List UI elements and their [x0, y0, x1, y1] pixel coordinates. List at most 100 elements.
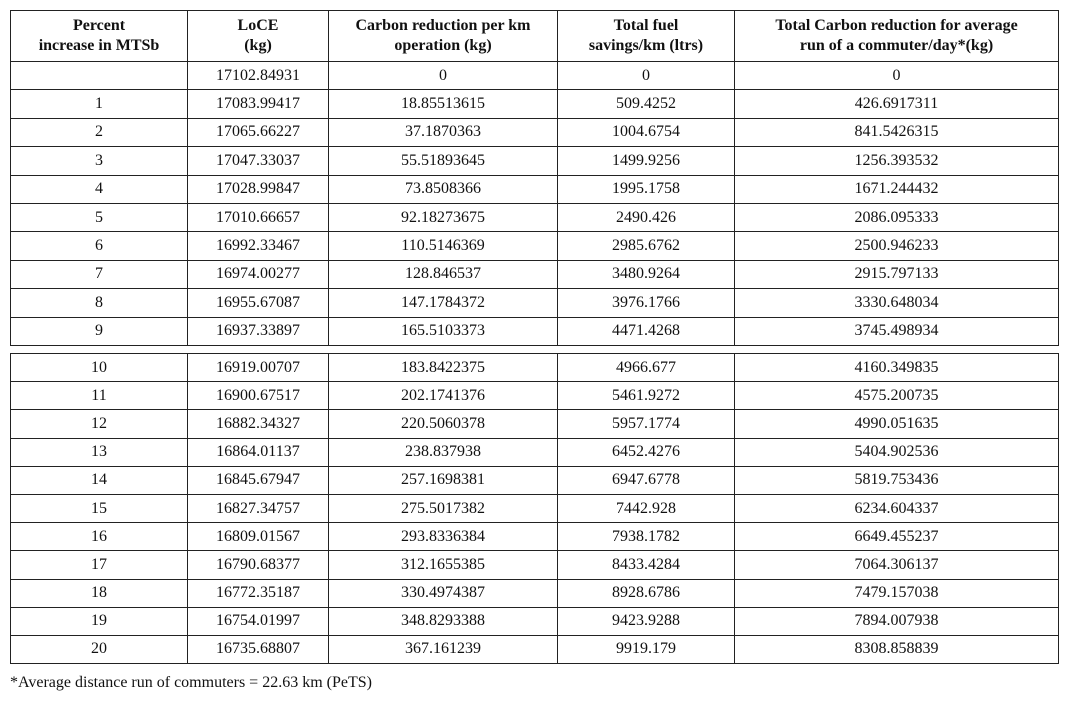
header-total-fuel-savings: Total fuel savings/km (ltrs) — [557, 10, 735, 62]
carbon-per-km-cell: 312.1655385 — [328, 550, 558, 580]
table-row: 19 16754.01997 348.8293388 9423.9288 7894.00… — [10, 606, 1059, 636]
total-carbon-cell: 4575.200735 — [734, 381, 1059, 411]
total-carbon-cell: 2500.946233 — [734, 231, 1059, 261]
loce-cell: 16809.01567 — [187, 522, 329, 552]
fuel-savings-cell: 4966.677 — [557, 352, 735, 383]
total-carbon-cell: 841.5426315 — [734, 117, 1059, 148]
loce-cell: 17028.99847 — [187, 174, 329, 204]
percent-cell — [10, 60, 188, 91]
carbon-per-km-cell: 220.5060378 — [328, 409, 558, 439]
table-row: 3 17047.33037 55.51893645 1499.9256 1256.393… — [10, 146, 1059, 176]
percent-cell: 8 — [10, 288, 188, 318]
header-loce: LoCE (kg) — [187, 10, 329, 62]
total-carbon-cell: 3330.648034 — [734, 288, 1059, 318]
table-body-top: 17102.84931 0 0 0 1 17083.99417 18.85513615 509… — [10, 60, 1059, 346]
table-row: 5 17010.66657 92.18273675 2490.426 2086.0953… — [10, 202, 1059, 233]
loce-cell: 16919.00707 — [187, 352, 329, 383]
table-row: 1 17083.99417 18.85513615 509.4252 426.69173… — [10, 89, 1059, 119]
table-row: 17 16790.68377 312.1655385 8433.4284 7064.30… — [10, 550, 1059, 580]
loce-cell: 16827.34757 — [187, 493, 329, 524]
fuel-savings-cell: 5957.1774 — [557, 409, 735, 439]
percent-cell: 13 — [10, 437, 188, 467]
carbon-per-km-cell: 348.8293388 — [328, 606, 558, 636]
percent-cell: 6 — [10, 231, 188, 261]
total-carbon-cell: 1671.244432 — [734, 174, 1059, 204]
table-row: 8 16955.67087 147.1784372 3976.1766 3330.648… — [10, 288, 1059, 318]
data-table-bottom: 10 16919.00707 183.8422375 4966.677 4160.349… — [10, 352, 1059, 665]
percent-cell: 1 — [10, 89, 188, 119]
loce-cell: 16882.34327 — [187, 409, 329, 439]
loce-cell: 17083.99417 — [187, 89, 329, 119]
carbon-per-km-cell: 0 — [328, 60, 558, 91]
total-carbon-cell: 6234.604337 — [734, 493, 1059, 524]
table-row: 16 16809.01567 293.8336384 7938.1782 6649.45… — [10, 522, 1059, 552]
carbon-per-km-cell: 147.1784372 — [328, 288, 558, 318]
carbon-per-km-cell: 257.1698381 — [328, 465, 558, 495]
percent-cell: 12 — [10, 409, 188, 439]
percent-cell: 2 — [10, 117, 188, 148]
fuel-savings-cell: 5461.9272 — [557, 381, 735, 411]
percent-cell: 20 — [10, 634, 188, 665]
total-carbon-cell: 4160.349835 — [734, 352, 1059, 383]
total-carbon-cell: 8308.858839 — [734, 634, 1059, 665]
fuel-savings-cell: 8433.4284 — [557, 550, 735, 580]
fuel-savings-cell: 3976.1766 — [557, 288, 735, 318]
fuel-savings-cell: 6947.6778 — [557, 465, 735, 495]
percent-cell: 15 — [10, 493, 188, 524]
percent-cell: 10 — [10, 352, 188, 383]
loce-cell: 17065.66227 — [187, 117, 329, 148]
fuel-savings-cell: 9919.179 — [557, 634, 735, 665]
total-carbon-cell: 6649.455237 — [734, 522, 1059, 552]
table-body-bottom: 10 16919.00707 183.8422375 4966.677 4160.349… — [10, 352, 1059, 665]
percent-cell: 9 — [10, 316, 188, 346]
table-row: 4 17028.99847 73.8508366 1995.1758 1671.2444… — [10, 174, 1059, 204]
total-carbon-cell: 5819.753436 — [734, 465, 1059, 495]
total-carbon-cell: 7894.007938 — [734, 606, 1059, 636]
loce-cell: 16992.33467 — [187, 231, 329, 261]
fuel-savings-cell: 1499.9256 — [557, 146, 735, 176]
carbon-per-km-cell: 55.51893645 — [328, 146, 558, 176]
loce-cell: 17047.33037 — [187, 146, 329, 176]
total-carbon-cell: 4990.051635 — [734, 409, 1059, 439]
carbon-per-km-cell: 293.8336384 — [328, 522, 558, 552]
fuel-savings-cell: 0 — [557, 60, 735, 91]
carbon-per-km-cell: 330.4974387 — [328, 578, 558, 608]
carbon-per-km-cell: 110.5146369 — [328, 231, 558, 261]
total-carbon-cell: 2086.095333 — [734, 202, 1059, 233]
carbon-per-km-cell: 92.18273675 — [328, 202, 558, 233]
footnote: *Average distance run of commuters = 22.… — [10, 674, 372, 691]
percent-cell: 4 — [10, 174, 188, 204]
table-row: 15 16827.34757 275.5017382 7442.928 6234.604… — [10, 493, 1059, 524]
table-row: 13 16864.01137 238.837938 6452.4276 5404.902… — [10, 437, 1059, 467]
percent-cell: 14 — [10, 465, 188, 495]
total-carbon-cell: 7064.306137 — [734, 550, 1059, 580]
percent-cell: 17 — [10, 550, 188, 580]
total-carbon-cell: 426.6917311 — [734, 89, 1059, 119]
table-row: 17102.84931 0 0 0 — [10, 60, 1059, 91]
carbon-per-km-cell: 275.5017382 — [328, 493, 558, 524]
loce-cell: 16974.00277 — [187, 259, 329, 290]
fuel-savings-cell: 3480.9264 — [557, 259, 735, 290]
carbon-per-km-cell: 165.5103373 — [328, 316, 558, 346]
total-carbon-cell: 1256.393532 — [734, 146, 1059, 176]
loce-cell: 16900.67517 — [187, 381, 329, 411]
total-carbon-cell: 7479.157038 — [734, 578, 1059, 608]
carbon-per-km-cell: 37.1870363 — [328, 117, 558, 148]
fuel-savings-cell: 1995.1758 — [557, 174, 735, 204]
total-carbon-cell: 3745.498934 — [734, 316, 1059, 346]
loce-cell: 16864.01137 — [187, 437, 329, 467]
carbon-per-km-cell: 367.161239 — [328, 634, 558, 665]
percent-cell: 5 — [10, 202, 188, 233]
total-carbon-cell: 2915.797133 — [734, 259, 1059, 290]
loce-cell: 16735.68807 — [187, 634, 329, 665]
carbon-per-km-cell: 202.1741376 — [328, 381, 558, 411]
loce-cell: 16955.67087 — [187, 288, 329, 318]
fuel-savings-cell: 2490.426 — [557, 202, 735, 233]
carbon-per-km-cell: 128.846537 — [328, 259, 558, 290]
fuel-savings-cell: 4471.4268 — [557, 316, 735, 346]
table-row: 6 16992.33467 110.5146369 2985.6762 2500.946… — [10, 231, 1059, 261]
table-row: 18 16772.35187 330.4974387 8928.6786 7479.15… — [10, 578, 1059, 608]
table-row: 14 16845.67947 257.1698381 6947.6778 5819.75… — [10, 465, 1059, 495]
loce-cell: 17102.84931 — [187, 60, 329, 91]
loce-cell: 16845.67947 — [187, 465, 329, 495]
